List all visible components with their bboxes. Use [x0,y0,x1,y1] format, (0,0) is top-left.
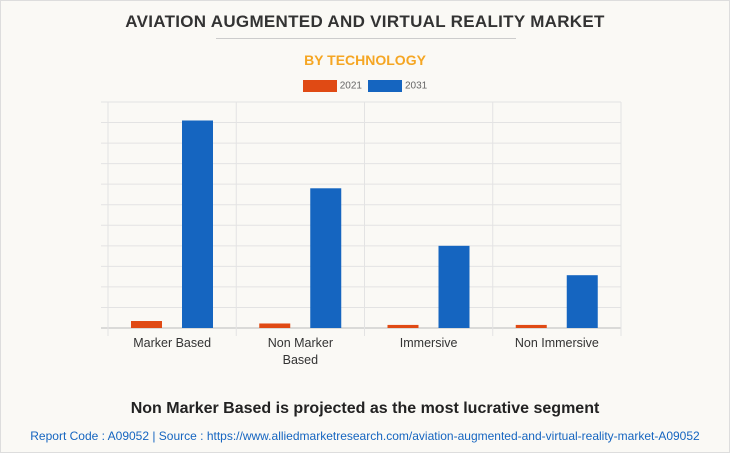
chart-subtitle: BY TECHNOLOGY [304,52,426,68]
headline: Non Marker Based is projected as the mos… [130,400,600,417]
source-link[interactable]: Report Code : A09052 | Source : https://… [30,429,700,443]
legend: 2021 2031 [1,80,729,92]
bar-2031-marker-based [182,120,213,328]
bar-2021-non-immersive [515,324,547,328]
legend-label-2031: 2031 [405,80,428,92]
bar-2021-non-marker-based [259,323,291,328]
bar-2031-immersive [438,245,470,328]
bar-2021-marker-based [131,321,162,328]
legend-item-2031[interactable]: 2031 [368,80,427,92]
legend-item-2021[interactable]: 2021 [302,80,362,92]
chart-title: AVIATION AUGMENTED AND VIRTUAL REALITY M… [125,12,605,31]
title-divider [216,38,516,39]
x-tick-label: Non Marker Based [268,336,333,367]
x-tick-label: Non Immersive [515,336,599,350]
bar-2021-immersive [387,324,419,328]
plot-area: Marker Based Non Marker Based Immersive Non … [101,101,622,367]
legend-swatch-2021 [302,80,337,92]
legend-label-2021: 2021 [339,80,362,92]
bar-2031-non-marker-based [310,188,342,328]
x-tick-label: Marker Based [133,336,211,350]
legend-swatch-2031 [368,80,402,92]
bar-2031-non-immersive [566,275,598,328]
x-tick-label: Immersive [400,336,458,350]
